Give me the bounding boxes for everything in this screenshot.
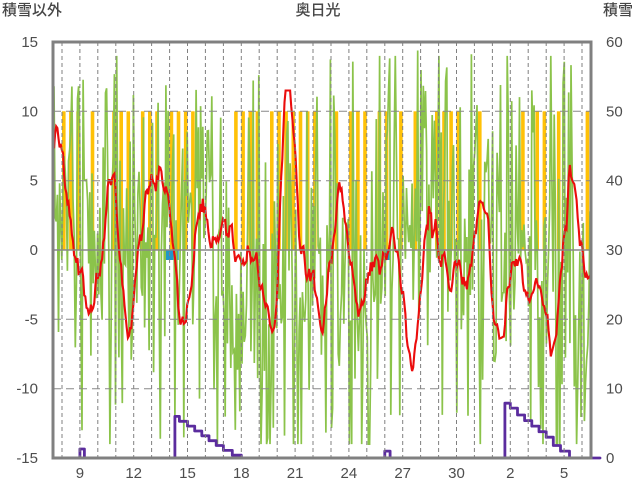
svg-text:10: 10 [606, 381, 623, 398]
svg-text:-10: -10 [16, 381, 38, 398]
svg-text:5: 5 [30, 173, 38, 190]
svg-text:50: 50 [606, 103, 623, 120]
svg-text:10: 10 [21, 103, 38, 120]
svg-text:30: 30 [606, 242, 623, 259]
svg-text:5: 5 [560, 465, 568, 482]
svg-text:奥日光: 奥日光 [295, 2, 340, 19]
svg-text:12: 12 [125, 465, 142, 482]
svg-text:15: 15 [179, 465, 196, 482]
svg-text:0: 0 [606, 450, 614, 467]
svg-text:60: 60 [606, 34, 623, 51]
svg-text:20: 20 [606, 311, 623, 328]
svg-text:30: 30 [448, 465, 465, 482]
svg-text:24: 24 [341, 465, 358, 482]
svg-text:-5: -5 [25, 311, 38, 328]
svg-text:積雪: 積雪 [603, 2, 633, 19]
svg-text:0: 0 [30, 242, 38, 259]
svg-text:15: 15 [21, 34, 38, 51]
svg-text:21: 21 [287, 465, 304, 482]
svg-text:27: 27 [394, 465, 411, 482]
svg-text:40: 40 [606, 173, 623, 190]
svg-text:9: 9 [76, 465, 84, 482]
svg-text:-15: -15 [16, 450, 38, 467]
svg-text:積雪以外: 積雪以外 [2, 2, 62, 19]
svg-text:18: 18 [233, 465, 250, 482]
svg-text:2: 2 [506, 465, 514, 482]
